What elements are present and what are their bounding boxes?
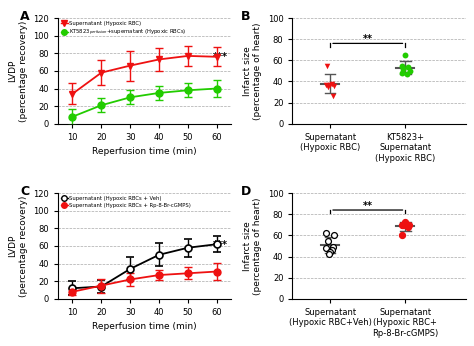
Point <box>405 64 412 70</box>
Point <box>328 81 336 86</box>
Point <box>326 82 334 88</box>
Point <box>328 247 336 253</box>
Point <box>322 245 329 251</box>
Point <box>400 222 407 228</box>
Point <box>401 52 409 58</box>
Point <box>330 83 337 89</box>
Point <box>399 222 406 228</box>
Text: B: B <box>240 10 250 22</box>
Text: ***: *** <box>213 52 228 62</box>
Point <box>322 82 329 88</box>
Text: ***: *** <box>213 240 228 250</box>
Point <box>398 233 405 238</box>
X-axis label: Reperfusion time (min): Reperfusion time (min) <box>92 147 197 156</box>
Point <box>323 63 331 69</box>
Point <box>405 222 413 228</box>
X-axis label: Reperfusion time (min): Reperfusion time (min) <box>92 322 197 331</box>
Point <box>403 71 411 77</box>
Text: D: D <box>240 185 251 198</box>
Point <box>329 244 337 250</box>
Point <box>405 224 412 230</box>
Text: C: C <box>20 185 29 198</box>
Text: A: A <box>20 10 29 22</box>
Point <box>406 68 414 74</box>
Point <box>324 238 332 244</box>
Y-axis label: Infarct size
(percentage of heart): Infarct size (percentage of heart) <box>243 22 262 120</box>
Point <box>326 249 334 255</box>
Point <box>398 63 405 69</box>
Point <box>329 93 337 99</box>
Text: **: ** <box>363 201 373 211</box>
Y-axis label: LVDP
(percentage recovery): LVDP (percentage recovery) <box>9 20 28 121</box>
Point <box>330 233 337 238</box>
Point <box>401 219 409 225</box>
Point <box>323 230 330 236</box>
Point <box>399 70 406 76</box>
Legend: Supernatant (Hypoxic RBC), KT5823$_{perfusion}$+supernatant (Hypoxic RBCs): Supernatant (Hypoxic RBC), KT5823$_{perf… <box>61 21 187 38</box>
Legend: Supernatant (Hypoxic RBCs + Veh), Supernatant (Hypoxic RBCs + Rp-8-Br-cGMPS): Supernatant (Hypoxic RBCs + Veh), Supern… <box>61 196 191 208</box>
Point <box>400 66 407 72</box>
Y-axis label: Infarct size
(percentage of heart): Infarct size (percentage of heart) <box>243 197 262 295</box>
Text: **: ** <box>363 34 373 44</box>
Y-axis label: LVDP
(percentage recovery): LVDP (percentage recovery) <box>9 195 28 297</box>
Point <box>325 252 332 257</box>
Point <box>324 84 332 90</box>
